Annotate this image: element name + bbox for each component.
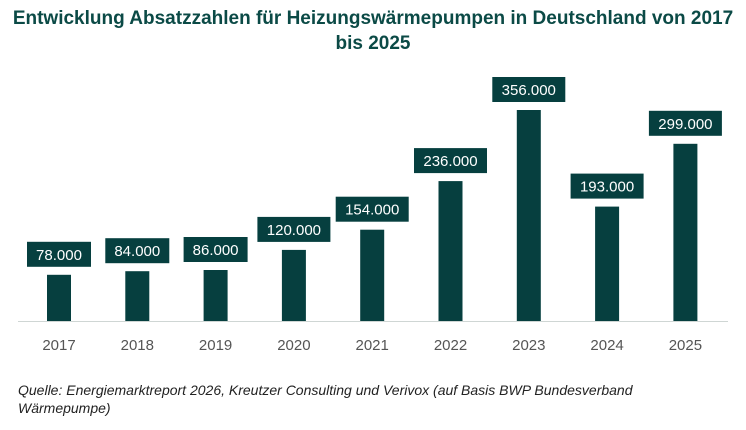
data-label-box xyxy=(105,238,170,264)
data-label-2023: 356.000 xyxy=(492,77,566,102)
data-label-box xyxy=(257,216,331,242)
data-label-box xyxy=(335,196,409,222)
data-label-text: 356.000 xyxy=(502,82,556,99)
data-label-text: 86.000 xyxy=(193,242,239,259)
bar-2017 xyxy=(47,274,71,321)
bar-2024 xyxy=(595,206,620,321)
data-label-text: 120.000 xyxy=(267,222,321,239)
bar-2023 xyxy=(516,110,541,321)
bar-2019 xyxy=(203,270,228,321)
data-label-2021: 154.000 xyxy=(335,196,409,222)
data-label-box xyxy=(27,241,91,267)
bar-chart: 2017 2018 2019 2020 2021 2022 2023 2024 2025 78.… xyxy=(18,77,728,354)
data-label-box xyxy=(414,148,487,174)
tick-label-2022: 2022 xyxy=(434,337,467,354)
tick-label-2024: 2024 xyxy=(590,337,623,354)
bar-2021 xyxy=(360,229,385,321)
tick-label-2018: 2018 xyxy=(121,337,154,354)
tick-label-2025: 2025 xyxy=(669,337,702,354)
data-label-text: 299.000 xyxy=(658,116,712,133)
tick-label-2019: 2019 xyxy=(199,337,232,354)
tick-label-2023: 2023 xyxy=(512,337,545,354)
source-note: Quelle: Energiemarktreport 2026, Kreutze… xyxy=(18,382,633,416)
bar-2020 xyxy=(281,249,306,321)
data-labels-group: 78.000 84.000 86.000 120.000 154.000 236.000 3… xyxy=(27,77,722,267)
data-label-text: 236.000 xyxy=(423,153,477,170)
data-label-box xyxy=(570,173,644,199)
data-label-text: 78.000 xyxy=(36,247,82,264)
data-label-2025: 299.000 xyxy=(648,110,722,136)
data-label-2020: 120.000 xyxy=(257,216,331,242)
tick-labels-group: 2017 2018 2019 2020 2021 2022 2023 2024 2025 xyxy=(42,337,702,354)
data-label-text: 193.000 xyxy=(580,179,634,196)
data-label-box xyxy=(648,110,722,136)
bar-2025 xyxy=(673,143,698,321)
data-label-2019: 86.000 xyxy=(183,237,248,262)
data-label-2024: 193.000 xyxy=(570,173,644,199)
data-label-box xyxy=(183,237,248,262)
data-label-2018: 84.000 xyxy=(105,238,170,264)
data-label-box xyxy=(492,77,566,102)
data-label-2022: 236.000 xyxy=(414,148,487,174)
bar-2018 xyxy=(125,271,150,321)
tick-label-2021: 2021 xyxy=(356,337,389,354)
chart-title: Entwicklung Absatzzahlen für Heizungswär… xyxy=(12,8,734,54)
tick-label-2017: 2017 xyxy=(42,337,75,354)
data-label-text: 154.000 xyxy=(345,202,399,219)
tick-label-2020: 2020 xyxy=(277,337,310,354)
data-label-2017: 78.000 xyxy=(27,241,91,267)
bar-2022 xyxy=(438,181,463,321)
bars-group xyxy=(47,110,698,321)
data-label-text: 84.000 xyxy=(114,243,160,260)
